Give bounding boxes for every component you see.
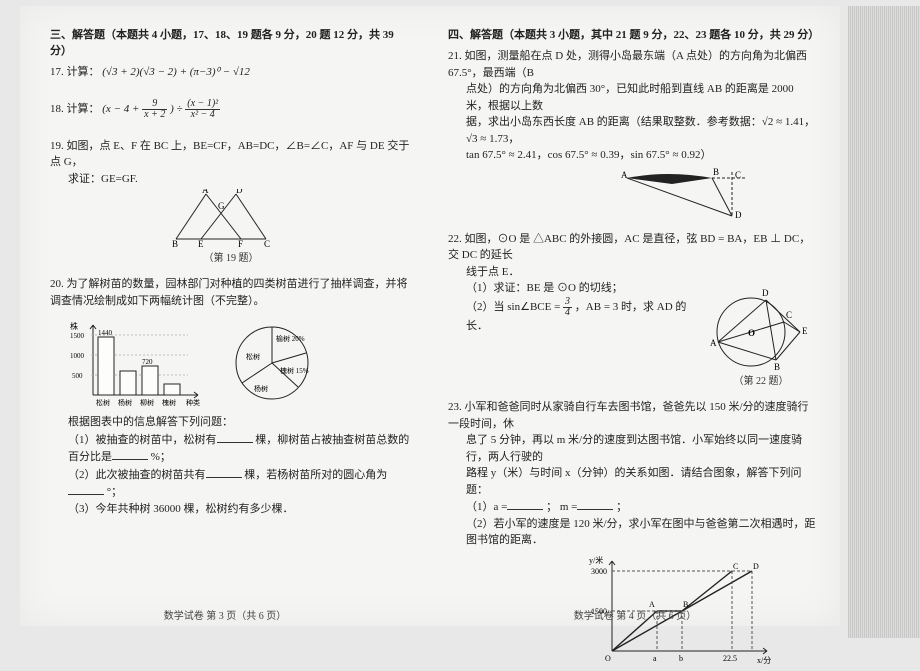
blank — [206, 466, 242, 478]
left-footer: 数学试卷 第 3 页（共 6 页） — [20, 607, 430, 622]
q19-text2: 求证：GE=GF. — [50, 171, 412, 188]
svg-text:B: B — [774, 362, 780, 372]
svg-text:O: O — [748, 328, 755, 338]
q20-sub2: （2）此次被抽查的树苗共有 棵，若杨树苗所对的圆心角为 °； — [50, 466, 412, 501]
svg-text:22.5: 22.5 — [723, 654, 737, 663]
q20-text: 20. 为了解树苗的数量，园林部门对种植的四类树苗进行了抽样调查，并将调查情况绘… — [50, 276, 412, 309]
svg-text:B: B — [172, 239, 178, 249]
svg-text:松树: 松树 — [246, 352, 260, 361]
svg-text:D: D — [753, 562, 759, 571]
q19-caption: （第 19 题） — [204, 253, 259, 264]
q22-s2: （2）当 sin∠BCE = 3 4 ，AB = 3 时，求 AD 的长． — [448, 297, 706, 335]
svg-text:槐树 15%: 槐树 15% — [280, 366, 309, 375]
q22: 22. 如图，⊙O 是 △ABC 的外接圆，AC 是直径，弦 BD = BA，E… — [448, 231, 816, 390]
q17-label: 17. 计算： — [50, 66, 100, 78]
svg-text:A: A — [710, 338, 717, 348]
q20-sub3: （3）今年共种树 36000 棵，松树约有多少棵． — [50, 501, 412, 518]
q19: 19. 如图，点 E、F 在 BC 上，BE=CF，AB=DC，∠B=∠C，AF… — [50, 138, 412, 267]
svg-text:O: O — [605, 654, 611, 663]
q22-caption: （第 22 题） — [734, 376, 789, 387]
section-4-head: 四、解答题（本题共 3 小题，其中 21 题 9 分，22、23 题各 10 分… — [448, 26, 816, 42]
svg-text:D: D — [735, 210, 742, 220]
right-footer: 数学试卷 第 4 页（共 6 页） — [430, 607, 840, 622]
q23-s1: （1）a = ； m = ； — [448, 498, 816, 516]
svg-text:松树: 松树 — [96, 398, 110, 407]
q20-pie-chart: 榆树 20% 槐树 15% 杨树 松树 — [222, 315, 332, 410]
svg-text:y/米: y/米 — [589, 555, 603, 565]
q19-figure: B E F C A D G （第 19 题） — [50, 189, 412, 266]
svg-text:a: a — [653, 654, 657, 663]
svg-text:720: 720 — [142, 358, 153, 366]
svg-text:b: b — [679, 654, 683, 663]
svg-text:株: 株 — [70, 321, 78, 331]
left-column: 三、解答题（本题共 4 小题，17、18、19 题各 9 分，20 题 12 分… — [20, 6, 430, 626]
q18-label: 18. 计算： — [50, 103, 100, 115]
q18-a: (x − 4 + — [102, 103, 139, 115]
svg-text:3000: 3000 — [591, 567, 607, 576]
svg-text:A: A — [202, 189, 209, 195]
q19-text1: 19. 如图，点 E、F 在 BC 上，BE=CF，AB=DC，∠B=∠C，AF… — [50, 138, 412, 171]
svg-text:E: E — [802, 326, 808, 336]
blank — [577, 498, 613, 510]
q18-mid: ) ÷ — [170, 103, 182, 115]
svg-text:种类: 种类 — [186, 398, 200, 407]
svg-text:F: F — [238, 239, 243, 249]
q21-figure: A B C D — [568, 166, 816, 221]
q20-sub1: （1）被抽查的树苗中，松树有 棵，柳树苗占被抽查树苗总数的百分比是 %； — [50, 431, 412, 466]
svg-text:1000: 1000 — [70, 352, 85, 360]
svg-text:C: C — [786, 310, 792, 320]
svg-text:G: G — [218, 201, 225, 211]
blank — [112, 448, 148, 460]
q22-svg: A B C D E O — [706, 282, 816, 372]
section-3-head: 三、解答题（本题共 4 小题，17、18、19 题各 9 分，20 题 12 分… — [50, 26, 412, 58]
blank — [217, 431, 253, 443]
q18: 18. 计算： (x − 4 + 9 x + 2 ) ÷ (x − 1)² x²… — [50, 99, 412, 120]
svg-text:杨树: 杨树 — [254, 384, 268, 393]
scan-edge — [848, 6, 920, 638]
svg-text:A: A — [621, 170, 628, 180]
svg-text:x/分: x/分 — [757, 656, 771, 665]
q19-svg: B E F C A D G — [166, 189, 296, 249]
svg-text:槐树: 槐树 — [162, 398, 176, 407]
q21: 21. 如图，测量船在点 D 处，测得小岛最东端（A 点处）的方向角为北偏西 6… — [448, 48, 816, 221]
q18-frac1: 9 x + 2 — [142, 99, 167, 120]
q23: 23. 小军和爸爸同时从家骑自行车去图书馆，爸爸先以 150 米/分的速度骑行一… — [448, 399, 816, 671]
q20-charts: 株 500 1000 1500 1440 720 松树 杨树 柳树 — [68, 315, 412, 410]
svg-text:500: 500 — [72, 372, 83, 380]
q17: 17. 计算： (√3 + 2)(√3 − 2) + (π−3)⁰ − √12 — [50, 64, 412, 81]
q22-figure: A B C D E O （第 22 题） — [706, 280, 816, 389]
svg-text:D: D — [236, 189, 243, 195]
svg-text:E: E — [198, 239, 204, 249]
blank — [68, 483, 104, 495]
svg-text:D: D — [762, 288, 769, 298]
svg-text:C: C — [264, 239, 270, 249]
svg-text:C: C — [733, 562, 738, 571]
q17-formula: (√3 + 2)(√3 − 2) + (π−3)⁰ − √12 — [102, 66, 250, 78]
svg-text:柳树: 柳树 — [140, 398, 154, 407]
q20: 20. 为了解树苗的数量，园林部门对种植的四类树苗进行了抽样调查，并将调查情况绘… — [50, 276, 412, 517]
q20-subhead: 根据图表中的信息解答下列问题： — [50, 414, 412, 431]
q20-bar-chart: 株 500 1000 1500 1440 720 松树 杨树 柳树 — [68, 315, 208, 410]
q21-svg: A B C D — [617, 166, 767, 221]
svg-text:杨树: 杨树 — [118, 398, 132, 407]
right-column: 四、解答题（本题共 3 小题，其中 21 题 9 分，22、23 题各 10 分… — [430, 6, 840, 626]
q18-frac2: (x − 1)² x² − 4 — [185, 99, 220, 120]
blank — [507, 498, 543, 510]
exam-paper: 三、解答题（本题共 4 小题，17、18、19 题各 9 分，20 题 12 分… — [20, 6, 840, 626]
svg-text:榆树 20%: 榆树 20% — [276, 334, 305, 343]
svg-text:B: B — [713, 167, 719, 177]
svg-text:1500: 1500 — [70, 332, 85, 340]
svg-text:1440: 1440 — [98, 329, 113, 337]
svg-text:C: C — [735, 170, 741, 180]
